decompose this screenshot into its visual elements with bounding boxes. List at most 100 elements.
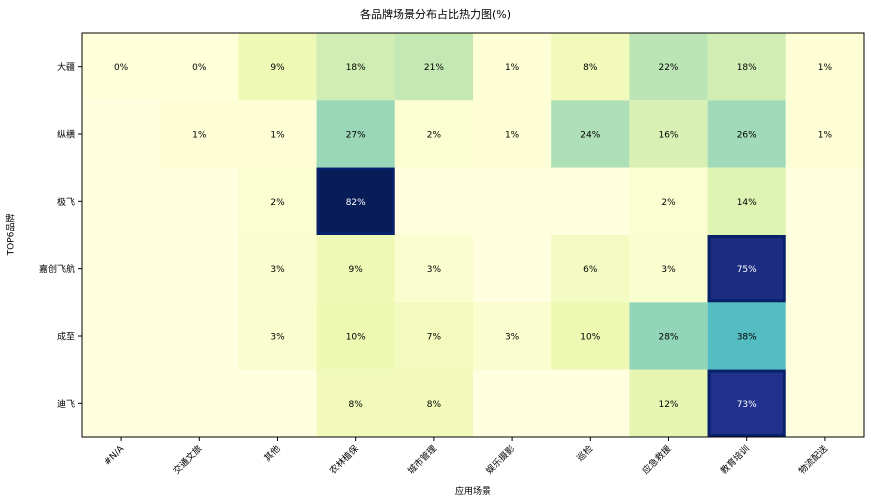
cell-label: 1% bbox=[818, 63, 833, 73]
heatmap-cell bbox=[785, 302, 864, 370]
heatmap-cell bbox=[629, 100, 708, 168]
cell-label: 10% bbox=[346, 333, 366, 343]
cell-label: 7% bbox=[427, 333, 442, 343]
cell-label: 10% bbox=[580, 333, 600, 343]
cell-label: 0% bbox=[192, 63, 207, 73]
cell-label: 28% bbox=[658, 333, 678, 343]
cell-label: 18% bbox=[737, 63, 757, 73]
heatmap-cell bbox=[160, 369, 239, 437]
cell-label: 6% bbox=[583, 265, 598, 275]
heatmap-cell bbox=[82, 33, 161, 101]
heatmap-cell bbox=[473, 235, 552, 303]
cell-label: 14% bbox=[737, 198, 757, 208]
heatmap-cell bbox=[394, 100, 473, 168]
cell-label: 3% bbox=[270, 265, 285, 275]
cell-label: 1% bbox=[505, 63, 520, 73]
heatmap-cell bbox=[629, 369, 708, 437]
cell-label: 1% bbox=[192, 131, 207, 141]
cell-label: 26% bbox=[737, 131, 757, 141]
heatmap-cell bbox=[394, 235, 473, 303]
y-tick-label: 大疆 bbox=[57, 61, 75, 73]
cell-label: 3% bbox=[661, 265, 676, 275]
x-tick-label: 教育培训 bbox=[718, 443, 752, 477]
heatmap-cell bbox=[707, 369, 786, 437]
heatmap-cell bbox=[82, 167, 161, 235]
heatmap-cell bbox=[160, 100, 239, 168]
heatmap-cell bbox=[551, 235, 630, 303]
heatmap-cell bbox=[551, 100, 630, 168]
heatmap-cell bbox=[473, 33, 552, 101]
heatmap-cell bbox=[160, 167, 239, 235]
cell-label: 2% bbox=[270, 198, 285, 208]
heatmap-cell bbox=[238, 235, 317, 303]
heatmap-cell bbox=[160, 235, 239, 303]
cell-label: 12% bbox=[658, 400, 678, 410]
heatmap-cell bbox=[629, 235, 708, 303]
heatmap-cell bbox=[82, 302, 161, 370]
heatmap-cell bbox=[707, 302, 786, 370]
heatmap-cell bbox=[316, 33, 395, 101]
heatmap-cell bbox=[785, 167, 864, 235]
cell-label: 82% bbox=[346, 198, 366, 208]
cell-label: 9% bbox=[270, 63, 285, 73]
cell-label: 3% bbox=[505, 333, 520, 343]
cell-label: 1% bbox=[818, 131, 833, 141]
heatmap-cell bbox=[707, 33, 786, 101]
cell-label: 2% bbox=[661, 198, 676, 208]
heatmap-cell bbox=[785, 100, 864, 168]
heatmap-cell bbox=[785, 33, 864, 101]
heatmap-cell bbox=[316, 302, 395, 370]
cell-label: 21% bbox=[424, 63, 444, 73]
heatmap-cell bbox=[316, 167, 395, 235]
cell-label: 3% bbox=[427, 265, 442, 275]
x-tick-label: #N/A bbox=[103, 443, 127, 467]
heatmap-cell bbox=[316, 369, 395, 437]
heatmap-cell bbox=[238, 369, 317, 437]
x-tick-label: 物流配送 bbox=[796, 443, 830, 477]
heatmap-cell bbox=[785, 369, 864, 437]
y-tick-label: 嘉创飞航 bbox=[39, 263, 75, 275]
heatmap-cell bbox=[394, 302, 473, 370]
x-tick-label: 交通文旅 bbox=[170, 443, 204, 477]
cell-label: 3% bbox=[270, 333, 285, 343]
heatmap-cell bbox=[394, 369, 473, 437]
cell-label: 9% bbox=[349, 265, 364, 275]
y-tick-label: 成至 bbox=[57, 331, 75, 343]
cell-label: 2% bbox=[427, 131, 442, 141]
heatmap-cell bbox=[82, 235, 161, 303]
heatmap-cell bbox=[473, 369, 552, 437]
x-tick-label: 其他 bbox=[261, 443, 282, 464]
heatmap-cell bbox=[160, 302, 239, 370]
heatmap-cell bbox=[394, 167, 473, 235]
heatmap-cell bbox=[316, 235, 395, 303]
heatmap-cell bbox=[238, 302, 317, 370]
cell-label: 73% bbox=[737, 400, 757, 410]
cell-label: 38% bbox=[737, 333, 757, 343]
cell-label: 16% bbox=[658, 131, 678, 141]
highlight-border bbox=[707, 369, 786, 437]
cell-label: 8% bbox=[349, 400, 364, 410]
x-tick-label: 娱乐摄影 bbox=[483, 443, 517, 477]
heatmap-cell bbox=[551, 167, 630, 235]
x-tick-label: 巡检 bbox=[574, 443, 595, 464]
plot-frame bbox=[81, 32, 865, 438]
cell-label: 0% bbox=[114, 63, 129, 73]
heatmap-cell bbox=[707, 100, 786, 168]
cell-label: 8% bbox=[427, 400, 442, 410]
heatmap-cell bbox=[82, 100, 161, 168]
heatmap-cell bbox=[629, 167, 708, 235]
cell-label: 18% bbox=[346, 63, 366, 73]
heatmap-cell bbox=[316, 100, 395, 168]
cell-label: 1% bbox=[270, 131, 285, 141]
heatmap-cell bbox=[707, 235, 786, 303]
x-tick-label: 应急救援 bbox=[640, 443, 674, 477]
cell-label: 22% bbox=[658, 63, 678, 73]
heatmap-cell bbox=[551, 369, 630, 437]
heatmap-cell bbox=[707, 167, 786, 235]
cell-label: 1% bbox=[505, 131, 520, 141]
heatmap-cell bbox=[473, 100, 552, 168]
y-tick-label: 纵横 bbox=[57, 129, 75, 141]
heatmap-cell bbox=[238, 167, 317, 235]
heatmap-cell bbox=[551, 33, 630, 101]
